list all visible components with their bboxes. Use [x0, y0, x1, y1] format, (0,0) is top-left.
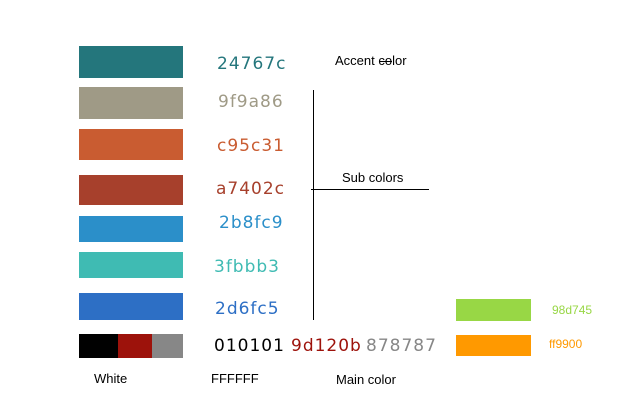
swatch-accent — [79, 46, 183, 78]
white-hex: FFFFFF — [211, 371, 259, 386]
swatch-main-gray — [152, 334, 183, 358]
swatch-sub-3 — [79, 175, 183, 205]
accent-color-label: Accent color — [335, 53, 407, 68]
hex-main-red: 9d120b — [291, 336, 362, 356]
swatch-sub-1 — [79, 87, 183, 119]
hex-sub-2: c95c31 — [217, 136, 285, 156]
hex-extra-orange: ff9900 — [549, 337, 583, 351]
sub-colors-label: Sub colors — [342, 170, 404, 185]
hex-accent: 24767c — [217, 54, 287, 74]
hex-sub-3: a7402c — [216, 179, 286, 199]
hex-sub-5: 3fbbb3 — [214, 257, 280, 277]
sub-colors-pointer-line — [311, 189, 429, 190]
swatch-extra-orange — [456, 335, 531, 356]
swatch-sub-5 — [79, 252, 183, 278]
hex-sub-1: 9f9a86 — [218, 92, 284, 112]
swatch-sub-6 — [79, 293, 183, 320]
swatch-sub-4 — [79, 216, 183, 242]
swatch-extra-green — [456, 299, 531, 321]
hex-main-gray: 878787 — [366, 336, 437, 356]
swatch-main-red — [118, 334, 152, 358]
hex-extra-green: 98d745 — [552, 303, 593, 317]
white-label: White — [94, 371, 128, 386]
hex-main-black: 010101 — [214, 336, 285, 356]
accent-label-strike — [380, 61, 392, 62]
main-color-label: Main color — [336, 372, 396, 387]
sub-colors-bracket-line — [313, 90, 314, 320]
swatch-main-black — [79, 334, 118, 358]
swatch-sub-2 — [79, 129, 183, 160]
hex-sub-4: 2b8fc9 — [219, 213, 284, 233]
hex-sub-6: 2d6fc5 — [215, 299, 280, 319]
